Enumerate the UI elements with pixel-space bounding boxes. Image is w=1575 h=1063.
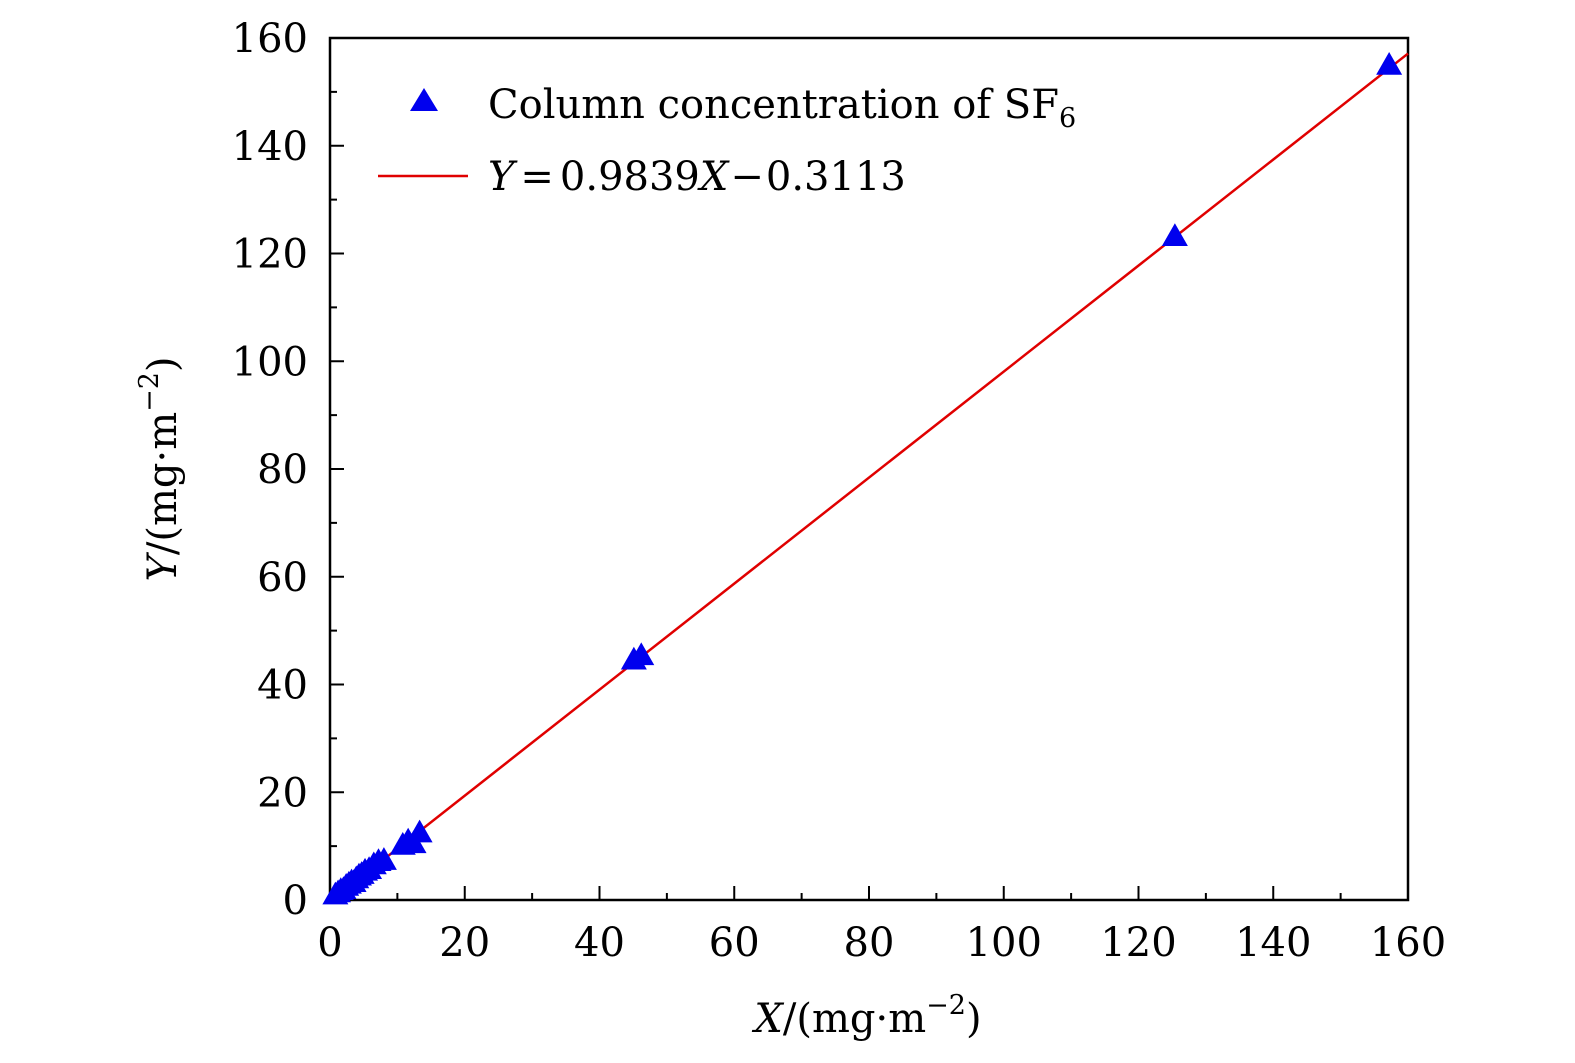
x-axis-unit-prefix: /(mg·m [783,996,926,1042]
x-tick-label: 40 [574,920,625,966]
x-axis-title: X/(mg·m−2) [751,990,981,1042]
x-axis-unit-exponent: −2 [926,990,966,1021]
y-axis-unit-exponent: −2 [134,372,165,412]
y-tick-label: 100 [232,339,308,385]
legend-fit-label: Y = 0.9839X−0.3113 [488,154,906,200]
y-tick-label: 120 [232,232,308,278]
x-tick-label: 160 [1370,920,1446,966]
x-tick-label: 80 [844,920,895,966]
y-axis-title: Y/(mg·m−2) [134,356,186,581]
legend-fit-intercept: 0.3113 [766,154,906,200]
legend-fit-var-x: X [697,154,730,200]
x-tick-label: 120 [1100,920,1176,966]
fit-line-group [331,52,1409,901]
y-tick-label: 160 [232,16,308,62]
x-axis-ticks [329,886,1409,900]
legend-scatter-subscript: 6 [1059,103,1076,134]
data-point-triangle [1161,223,1188,247]
y-tick-label: 0 [283,878,308,924]
legend-scatter-label: Column concentration of SF6 [488,82,1076,134]
y-axis-unit-suffix: ) [140,356,186,372]
x-tick-label: 60 [709,920,760,966]
legend-triangle-marker [410,88,438,111]
data-point-triangle [370,847,397,870]
data-point-triangle [406,819,433,843]
legend-fit-coef: 0.9839 [560,154,700,200]
x-axis-var: X [751,996,784,1042]
y-tick-label: 40 [257,663,308,709]
data-point-triangle [628,642,655,666]
legend-fit-var-y: Y [488,154,518,200]
y-tick-label: 80 [257,447,308,493]
legend-fit-minus: − [730,154,764,200]
y-axis-tick-labels: 0 20 40 60 80 100 120 140 160 [232,16,308,924]
y-axis-var: Y [140,552,186,582]
fit-line [331,52,1409,901]
y-axis-ticks [330,37,344,901]
x-tick-label: 100 [966,920,1042,966]
y-tick-label: 140 [232,124,308,170]
x-tick-label: 20 [439,920,490,966]
scatter-markers [322,51,1403,905]
legend: Column concentration of SF6 Y = 0.9839X−0.… [378,82,1076,200]
x-tick-label: 0 [317,920,342,966]
x-axis-tick-labels: 0 20 40 60 80 100 120 140 160 [317,920,1446,966]
data-point-triangle [1376,51,1403,75]
y-tick-label: 60 [257,555,308,601]
legend-scatter-text: Column concentration of SF [488,82,1059,128]
x-tick-label: 140 [1235,920,1311,966]
legend-fit-equals: = [520,154,554,200]
x-axis-unit-suffix: ) [966,996,982,1042]
y-tick-label: 20 [257,770,308,816]
y-axis-unit-prefix: /(mg·m [140,412,186,555]
